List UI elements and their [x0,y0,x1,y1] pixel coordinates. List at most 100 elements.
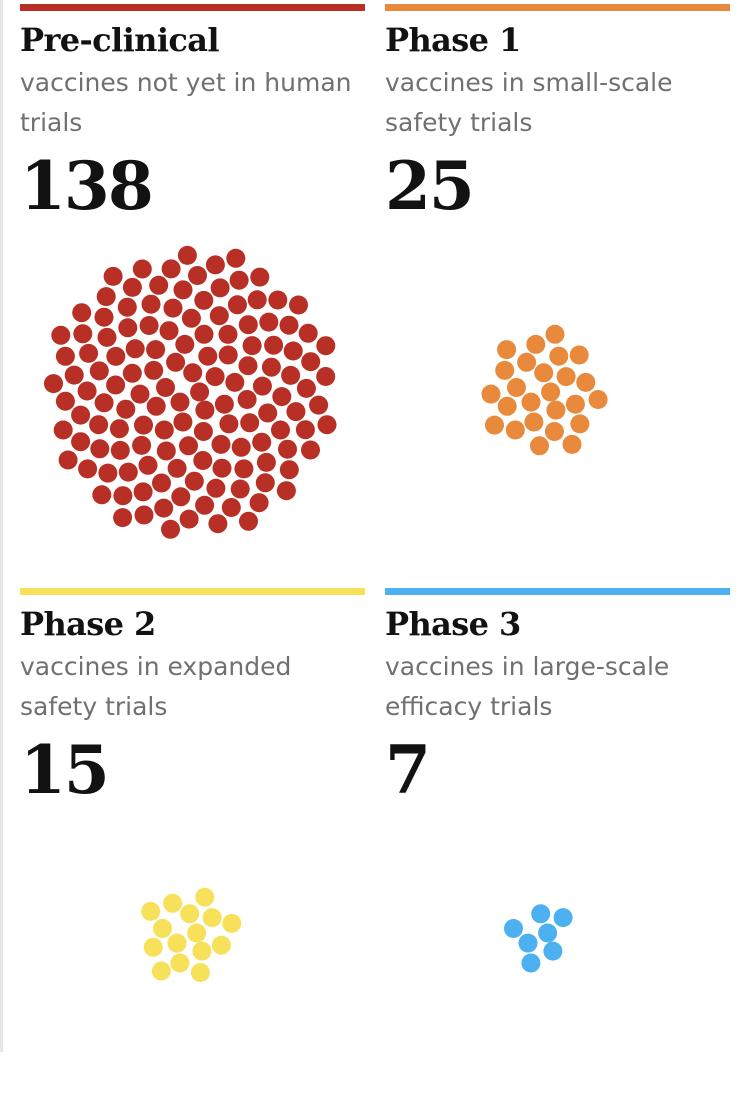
vaccine-dot [517,352,537,372]
vaccine-dot [546,400,566,420]
phase-description: vaccines in small-scale safety trials [385,68,673,137]
vaccine-dot [530,436,549,456]
vaccine-dot [133,482,153,502]
vaccine-dot [279,460,299,480]
vaccine-dot [134,415,153,435]
vaccine-dot [271,420,290,440]
phase-description: vaccines in expanded safety trials [20,652,292,721]
vaccine-dot [202,908,222,928]
vaccine-dot [205,255,225,275]
phase-title: Phase 2 [20,605,156,643]
vaccine-dot [154,498,174,518]
vaccine-dot [161,259,181,279]
vaccine-dot [130,384,150,404]
vaccine-dot [570,414,590,434]
vaccine-dot [249,493,269,513]
vaccine-dot [296,378,316,398]
vaccine-dot [295,420,315,440]
vaccine-dot [125,339,145,359]
vaccine-dot [92,485,112,505]
vaccine-dot [240,413,260,433]
vaccine-dot [192,941,212,961]
vaccine-dot [138,455,158,475]
vaccine-dot [139,316,159,335]
left-edge-rule [0,0,3,1052]
vaccine-dot [221,498,241,517]
vaccine-dot [106,375,126,395]
vaccine-dot [565,394,585,414]
vaccine-dot [151,961,171,981]
vaccine-dot [298,323,318,343]
vaccine-dot [132,259,152,279]
vaccine-dot [231,437,251,457]
vaccine-dot [193,422,213,441]
vaccine-dot [234,459,254,479]
vaccine-dot [159,321,179,341]
vaccine-dot [171,487,191,507]
vaccine-dot [497,340,517,360]
vaccine-dot [279,315,299,335]
vaccine-dot [538,923,558,943]
vaccine-dot [154,420,174,440]
phase-color-bar [20,4,365,11]
phase-description: vaccines in large-scale efficacy trials [385,652,670,721]
vaccine-dot [272,387,292,407]
vaccine-dot [250,267,270,287]
vaccine-dot [268,290,288,310]
vaccine-dot [261,357,281,377]
vaccine-dot [569,345,589,365]
vaccine-dot [144,360,164,380]
vaccine-dot [226,248,246,268]
vaccine-dot [143,937,163,957]
vaccine-dot [109,419,129,439]
vaccine-dot [152,473,171,493]
vaccine-dot [96,287,116,307]
vaccine-dot [177,245,197,265]
phase-count: 25 [385,147,475,225]
vaccine-dot [179,509,199,529]
vaccine-dot [113,486,133,506]
vaccine-dot [504,919,523,938]
vaccine-dot [153,919,172,938]
vaccine-dot [195,400,215,420]
vaccine-dot [179,436,198,456]
vaccine-dot [238,356,258,376]
vaccine-dot [194,290,214,310]
vaccine-dot [212,458,232,478]
vaccine-dot [289,295,308,315]
phase-count: 7 [385,731,431,809]
vaccine-dot [118,318,138,338]
vaccine-dot [549,346,569,366]
vaccine-dot [588,390,608,409]
vaccine-dot [518,933,538,953]
vaccine-dot [71,432,91,452]
phase-description: vaccines not yet in human trials [20,68,352,137]
phase-count: 138 [20,147,154,225]
vaccine-dot [55,391,75,411]
vaccine-dot [180,904,200,924]
vaccine-dot [94,307,114,327]
vaccine-dot [132,435,152,455]
vaccine-dot [58,450,78,470]
vaccine-dot [214,394,234,414]
phase-color-bar [385,588,730,595]
vaccine-dot [90,439,110,459]
vaccine-dot [205,367,225,387]
vaccine-dot [194,324,214,344]
vaccine-dot [524,412,544,432]
vaccine-dot [103,266,123,286]
vaccine-dot [113,508,133,528]
vaccine-dot [211,434,231,454]
vaccine-dot [72,303,92,323]
vaccine-dot [258,403,278,423]
vaccine-dot [259,312,279,332]
vaccine-dot [531,904,551,924]
vaccine-dot [541,382,561,402]
panel-phase-3: Phase 3 vaccines in large-scale efficacy… [385,588,730,1108]
vaccine-dot [134,505,154,525]
vaccine-dot [545,324,565,344]
vaccine-dot [183,363,203,383]
vaccine-dot [283,341,303,361]
vaccine-dot [211,935,231,955]
vaccine-dot [247,290,267,310]
